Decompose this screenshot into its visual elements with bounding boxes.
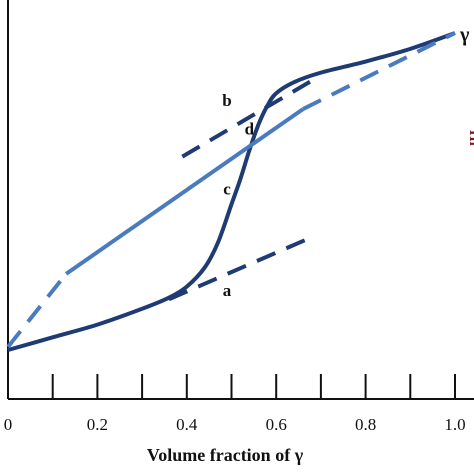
x-tick-label: 0.8 [355,415,376,434]
x-tick-label: 0.2 [87,415,108,434]
right-axis-text: Hi [466,130,474,146]
series-line-1 [64,107,305,276]
x-tick-label: 0.6 [266,415,287,434]
series-line-3 [302,31,456,111]
series-line-2 [6,272,68,349]
endpoint-label: γ [459,24,470,46]
series-group [6,31,456,352]
annotation-d: d [245,119,255,138]
x-tick-label: 0 [4,415,13,434]
annotations: a b c d [222,91,254,300]
axes: 0 0.2 0.4 0.6 0.8 1.0 [4,0,474,434]
x-tick-label: 1.0 [444,415,465,434]
x-axis-label: Volume fraction of γ [147,445,304,465]
series-line-5 [181,78,313,159]
annotation-a: a [223,281,232,300]
annotation-b: b [222,91,231,110]
series-line-4 [168,237,309,302]
series-line-0 [7,31,456,352]
annotation-c: c [223,180,231,199]
x-tick-label: 0.4 [176,415,198,434]
